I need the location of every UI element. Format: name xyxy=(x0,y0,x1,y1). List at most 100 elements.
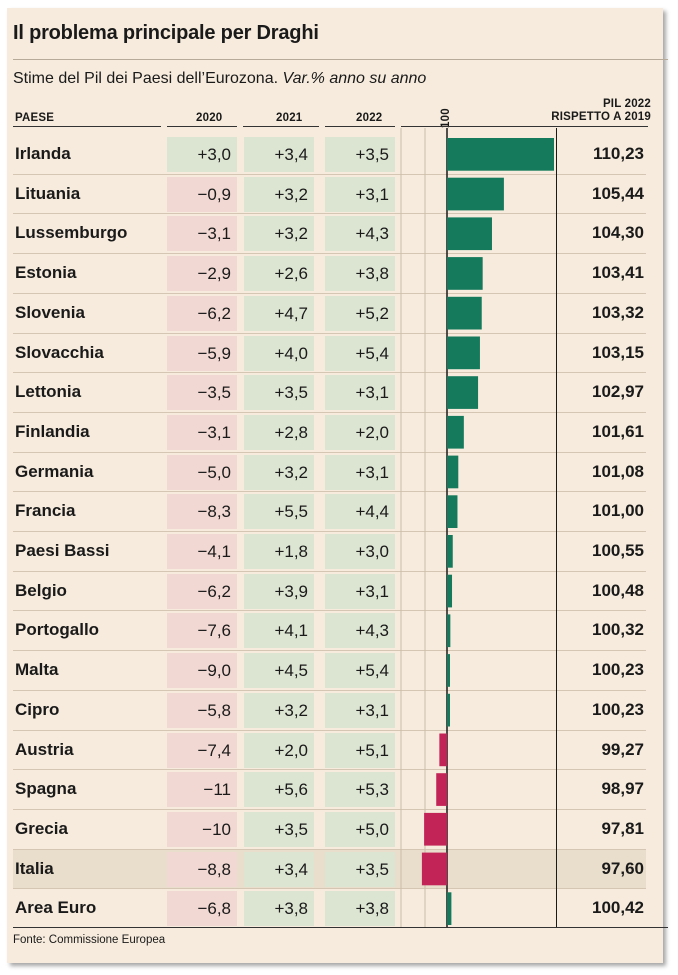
value-2020: −6,8 xyxy=(167,891,237,927)
country-name: Belgio xyxy=(15,580,67,600)
footer-rule xyxy=(13,927,668,928)
header-rule-2020 xyxy=(167,126,237,127)
subtitle-main: Stime del Pil dei Paesi dell’Eurozona. xyxy=(13,70,279,87)
value-2022: +4,3 xyxy=(325,216,395,252)
table-row: Italia −8,8 +3,4 +3,5 97,60 xyxy=(13,849,646,888)
pil-2022-value: 97,60 xyxy=(601,858,644,878)
pil-2022-value: 100,23 xyxy=(592,699,644,719)
country-name: Slovacchia xyxy=(15,342,104,362)
pil-bar xyxy=(439,733,447,767)
table-row: Slovacchia −5,9 +4,0 +5,4 103,15 xyxy=(13,334,646,372)
value-2022: +3,1 xyxy=(325,375,395,411)
header-2020: 2020 xyxy=(196,112,223,124)
row-separator xyxy=(13,650,646,652)
row-separator xyxy=(13,729,646,731)
pil-2022-value: 100,23 xyxy=(592,660,644,680)
value-2020: +3,0 xyxy=(167,137,237,172)
pil-2022-value: 100,48 xyxy=(592,580,644,600)
country-name: Austria xyxy=(15,739,74,759)
row-separator xyxy=(13,808,646,810)
pil-2022-value: 100,32 xyxy=(592,620,644,640)
pil-bar xyxy=(447,336,480,370)
pil-2022-value: 98,97 xyxy=(601,779,644,799)
value-2022: +3,5 xyxy=(325,137,395,172)
value-2021: +5,5 xyxy=(244,494,314,530)
value-2020: −10 xyxy=(167,811,237,847)
pil-bar xyxy=(424,812,447,846)
row-separator xyxy=(13,332,646,334)
header-country: PAESE xyxy=(15,112,55,124)
country-name: Cipro xyxy=(15,699,60,719)
value-2021: +5,6 xyxy=(244,772,314,808)
table-row: Belgio −6,2 +3,9 +3,1 100,48 xyxy=(13,572,646,610)
value-2022: +3,8 xyxy=(325,891,395,927)
source-note: Fonte: Commissione Europea xyxy=(13,934,166,946)
value-2022: +5,1 xyxy=(325,732,395,768)
pil-2022-value: 101,08 xyxy=(592,461,644,481)
pil-2022-value: 100,42 xyxy=(592,898,644,918)
value-2021: +3,2 xyxy=(244,454,314,490)
pil-bar xyxy=(447,892,452,925)
row-separator xyxy=(13,372,646,374)
table-row: Paesi Bassi −4,1 +1,8 +3,0 100,55 xyxy=(13,532,646,570)
chart-subtitle: Stime del Pil dei Paesi dell’Eurozona. V… xyxy=(13,70,426,88)
table-row: Lituania −0,9 +3,2 +3,1 105,44 xyxy=(13,175,646,213)
value-2022: +3,1 xyxy=(325,176,395,212)
value-2022: +5,3 xyxy=(325,772,395,808)
pil-column-divider xyxy=(556,128,557,928)
value-2021: +3,5 xyxy=(244,375,314,411)
table-row: Area Euro −6,8 +3,8 +3,8 100,42 xyxy=(13,889,646,927)
country-name: Portogallo xyxy=(15,620,100,640)
table-row: Francia −8,3 +5,5 +4,4 101,00 xyxy=(13,492,646,530)
header-2022: 2022 xyxy=(356,112,383,124)
value-2022: +5,0 xyxy=(325,811,395,847)
value-2022: +3,1 xyxy=(325,692,395,728)
pil-bar xyxy=(447,257,483,290)
header-2021: 2021 xyxy=(276,112,303,124)
value-2022: +5,4 xyxy=(325,335,395,371)
pil-bar xyxy=(447,177,504,211)
table-row: Austria −7,4 +2,0 +5,1 99,27 xyxy=(13,731,646,769)
value-2021: +4,7 xyxy=(244,295,314,331)
pil-2022-value: 99,27 xyxy=(601,739,644,759)
country-name: Paesi Bassi xyxy=(15,541,110,560)
header-rule-2022 xyxy=(325,126,395,127)
country-name: Spagna xyxy=(15,779,77,799)
row-separator xyxy=(13,769,646,771)
country-name: Estonia xyxy=(15,263,77,283)
pil-2022-value: 103,32 xyxy=(592,302,644,322)
row-separator xyxy=(13,451,646,453)
header-pil: PIL 2022 RISPETTO A 2019 xyxy=(551,98,651,124)
country-name: Area Euro xyxy=(15,898,97,918)
pil-2022-value: 110,23 xyxy=(592,144,644,163)
value-2020: −5,0 xyxy=(167,454,237,490)
header-pil-line2: RISPETTO A 2019 xyxy=(551,111,651,123)
value-2021: +4,0 xyxy=(244,335,314,371)
value-2020: −11 xyxy=(167,772,237,808)
country-name: Irlanda xyxy=(15,144,71,163)
row-separator xyxy=(13,610,646,612)
value-2021: +3,4 xyxy=(244,851,314,887)
pil-2022-value: 103,41 xyxy=(592,263,644,283)
header-rule-2021 xyxy=(243,126,319,127)
value-2020: −3,1 xyxy=(167,414,237,450)
subtitle-italic: Var.% anno su anno xyxy=(282,70,427,87)
value-2020: −8,3 xyxy=(167,494,237,530)
row-separator xyxy=(13,411,646,413)
value-2022: +5,2 xyxy=(325,295,395,331)
value-2020: −6,2 xyxy=(167,573,237,609)
country-name: Lituania xyxy=(15,183,81,203)
pil-bar xyxy=(436,773,447,806)
pil-bar xyxy=(421,852,447,886)
table-row: Cipro −5,8 +3,2 +3,1 100,23 xyxy=(13,691,646,729)
header-rule-pil xyxy=(401,126,648,127)
table-row: Lettonia −3,5 +3,5 +3,1 102,97 xyxy=(13,373,646,411)
table-row: Slovenia −6,2 +4,7 +5,2 103,32 xyxy=(13,294,646,332)
pil-bar xyxy=(447,693,450,727)
row-separator xyxy=(13,570,646,572)
table-row: Estonia −2,9 +2,6 +3,8 103,41 xyxy=(13,254,646,292)
value-2022: +4,3 xyxy=(325,613,395,649)
table-row: Malta −9,0 +4,5 +5,4 100,23 xyxy=(13,651,646,689)
pil-2022-value: 104,30 xyxy=(592,223,644,243)
row-separator xyxy=(13,531,646,532)
